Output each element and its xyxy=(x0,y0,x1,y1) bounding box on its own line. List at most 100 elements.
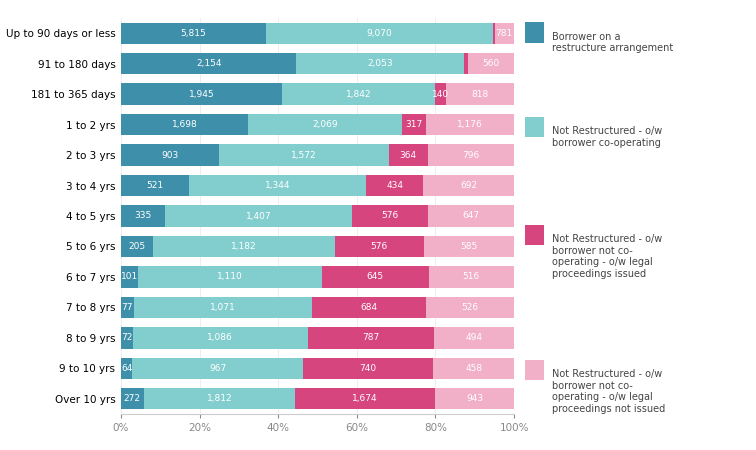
Text: 684: 684 xyxy=(361,303,378,312)
Bar xyxy=(435,327,514,348)
Text: 647: 647 xyxy=(463,212,480,220)
Text: 72: 72 xyxy=(121,333,132,342)
Text: 205: 205 xyxy=(129,242,145,251)
Bar xyxy=(282,84,435,105)
Text: 458: 458 xyxy=(465,364,482,373)
Bar xyxy=(303,358,433,379)
Text: 2,154: 2,154 xyxy=(196,59,222,68)
Bar xyxy=(248,114,402,135)
Bar xyxy=(121,84,282,105)
Text: 521: 521 xyxy=(147,181,164,190)
Bar xyxy=(121,266,138,288)
Bar xyxy=(134,297,312,318)
Text: 1,086: 1,086 xyxy=(207,333,233,342)
Bar xyxy=(144,388,296,410)
Text: 585: 585 xyxy=(460,242,478,251)
Text: 781: 781 xyxy=(496,29,513,38)
Bar xyxy=(426,114,514,135)
Text: 560: 560 xyxy=(482,59,500,68)
Bar xyxy=(426,297,514,318)
Text: 1,176: 1,176 xyxy=(457,120,483,129)
Text: 272: 272 xyxy=(124,394,141,403)
Bar xyxy=(296,388,435,410)
Text: 796: 796 xyxy=(463,151,479,160)
Text: 2,053: 2,053 xyxy=(367,59,393,68)
Text: 787: 787 xyxy=(362,333,380,342)
Text: 140: 140 xyxy=(432,90,449,99)
Text: 1,945: 1,945 xyxy=(189,90,215,99)
Bar xyxy=(494,22,514,44)
Bar xyxy=(389,144,428,166)
Text: Not Restructured - o/w
borrower not co-
operating - o/w legal
proceedings not is: Not Restructured - o/w borrower not co- … xyxy=(552,369,665,414)
Bar xyxy=(132,358,303,379)
Bar xyxy=(296,53,463,74)
Bar xyxy=(121,144,218,166)
Bar xyxy=(435,84,446,105)
Bar xyxy=(266,22,493,44)
Text: 77: 77 xyxy=(122,303,133,312)
Text: 2,069: 2,069 xyxy=(312,120,338,129)
Bar xyxy=(218,144,389,166)
Bar xyxy=(402,114,426,135)
Bar xyxy=(428,144,514,166)
Text: 1,674: 1,674 xyxy=(352,394,378,403)
Bar xyxy=(493,22,494,44)
Bar xyxy=(121,358,132,379)
Bar xyxy=(429,205,514,227)
Bar xyxy=(190,175,366,196)
Text: 317: 317 xyxy=(406,120,423,129)
Text: 64: 64 xyxy=(121,364,132,373)
Bar xyxy=(321,266,429,288)
Bar xyxy=(121,236,153,257)
Text: 818: 818 xyxy=(472,90,489,99)
Bar xyxy=(352,205,429,227)
Text: 1,182: 1,182 xyxy=(231,242,256,251)
Text: 692: 692 xyxy=(460,181,477,190)
Bar xyxy=(308,327,435,348)
Bar xyxy=(423,175,514,196)
Text: 364: 364 xyxy=(400,151,417,160)
Text: 903: 903 xyxy=(161,151,178,160)
Text: Not Restructured - o/w
borrower co-operating: Not Restructured - o/w borrower co-opera… xyxy=(552,126,662,148)
Bar xyxy=(312,297,426,318)
Text: 1,407: 1,407 xyxy=(246,212,271,220)
Text: 943: 943 xyxy=(466,394,483,403)
Bar xyxy=(446,84,514,105)
Bar xyxy=(121,388,144,410)
Bar xyxy=(463,53,469,74)
Text: 576: 576 xyxy=(382,212,398,220)
Text: 1,071: 1,071 xyxy=(210,303,236,312)
Bar xyxy=(121,327,132,348)
Text: 494: 494 xyxy=(466,333,483,342)
Text: 335: 335 xyxy=(135,212,152,220)
Bar xyxy=(433,358,514,379)
Bar xyxy=(166,205,352,227)
Text: 526: 526 xyxy=(462,303,479,312)
Text: 5,815: 5,815 xyxy=(181,29,206,38)
Bar xyxy=(121,114,248,135)
Bar xyxy=(366,175,423,196)
Bar xyxy=(153,236,335,257)
Text: 1,842: 1,842 xyxy=(345,90,371,99)
Bar xyxy=(469,53,514,74)
Bar xyxy=(424,236,514,257)
Text: 740: 740 xyxy=(360,364,376,373)
Text: 1,812: 1,812 xyxy=(206,394,232,403)
Text: 1,698: 1,698 xyxy=(172,120,197,129)
Text: 101: 101 xyxy=(121,272,138,281)
Text: 967: 967 xyxy=(209,364,226,373)
Bar xyxy=(132,327,308,348)
Bar xyxy=(121,205,166,227)
Text: 516: 516 xyxy=(463,272,480,281)
Bar xyxy=(121,297,134,318)
Text: 576: 576 xyxy=(370,242,388,251)
Text: 1,110: 1,110 xyxy=(217,272,243,281)
Text: 1,572: 1,572 xyxy=(291,151,317,160)
Bar xyxy=(429,266,514,288)
Bar xyxy=(121,53,296,74)
Text: Borrower on a
restructure arrangement: Borrower on a restructure arrangement xyxy=(552,32,673,53)
Text: 434: 434 xyxy=(386,181,403,190)
Bar xyxy=(121,175,190,196)
Bar xyxy=(138,266,321,288)
Text: 645: 645 xyxy=(367,272,384,281)
